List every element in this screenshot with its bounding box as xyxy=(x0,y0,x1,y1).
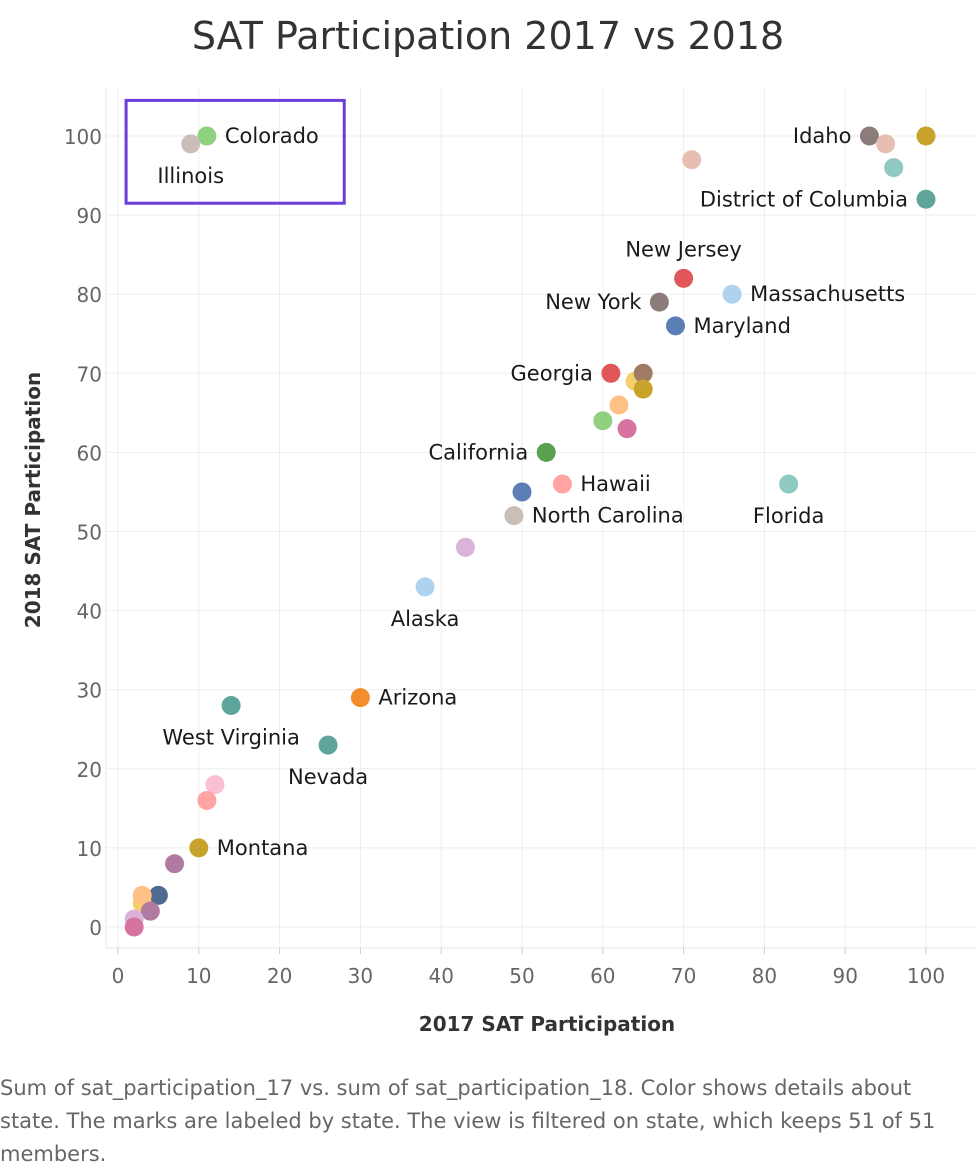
scatter-point xyxy=(916,189,936,209)
scatter-point xyxy=(779,474,799,494)
y-tick-label: 50 xyxy=(77,521,102,545)
scatter-point xyxy=(350,688,370,708)
x-tick-label: 40 xyxy=(428,964,453,988)
point-label: West Virginia xyxy=(162,726,299,750)
y-tick-label: 10 xyxy=(77,837,102,861)
scatter-point xyxy=(197,790,217,810)
scatter-point xyxy=(859,126,879,146)
scatter-point xyxy=(617,419,637,439)
point-label: Georgia xyxy=(511,361,593,385)
point-label: District of Columbia xyxy=(700,187,908,211)
scatter-point xyxy=(189,838,209,858)
scatter-point xyxy=(536,442,556,462)
point-label: Alaska xyxy=(391,607,460,631)
scatter-point xyxy=(181,134,201,154)
scatter-point xyxy=(148,885,168,905)
x-tick-label: 10 xyxy=(186,964,211,988)
scatter-point xyxy=(884,158,904,178)
chart-title: SAT Participation 2017 vs 2018 xyxy=(191,14,785,58)
x-tick-label: 50 xyxy=(509,964,534,988)
scatter-point xyxy=(318,735,338,755)
x-tick-label: 20 xyxy=(267,964,292,988)
scatter-point xyxy=(504,506,524,526)
point-label: New York xyxy=(545,290,642,314)
scatter-point xyxy=(916,126,936,146)
point-label: North Carolina xyxy=(532,504,684,528)
scatter-point xyxy=(722,284,742,304)
scatter-point xyxy=(674,268,694,288)
y-tick-label: 0 xyxy=(89,916,102,940)
y-tick-label: 90 xyxy=(77,204,102,228)
point-label: Hawaii xyxy=(580,472,650,496)
point-label: Maryland xyxy=(694,314,791,338)
scatter-point xyxy=(876,134,896,154)
x-tick-label: 90 xyxy=(832,964,857,988)
y-tick-label: 100 xyxy=(64,125,102,149)
scatter-point xyxy=(455,537,475,557)
scatter-point xyxy=(165,854,185,874)
highlight-box xyxy=(124,98,346,205)
scatter-point xyxy=(124,917,144,937)
y-tick-label: 80 xyxy=(77,283,102,307)
x-tick-label: 60 xyxy=(590,964,615,988)
scatter-point xyxy=(205,775,225,795)
scatter-point xyxy=(666,316,686,336)
y-tick-label: 70 xyxy=(77,362,102,386)
y-tick-label: 20 xyxy=(77,758,102,782)
axis-ticks: 0 10 20 30 40 50 60 70 80 90 100 0 10 20 30 40 50 60 70 80 9… xyxy=(64,125,945,988)
scatter-point xyxy=(633,379,653,399)
point-label: Nevada xyxy=(288,765,368,789)
scatter-point xyxy=(197,126,217,146)
scatter-point xyxy=(512,482,532,502)
x-tick-label: 30 xyxy=(348,964,373,988)
scatter-point xyxy=(601,363,621,383)
point-label: California xyxy=(429,440,529,464)
scatter-point xyxy=(633,363,653,383)
y-axis-title: 2018 SAT Participation xyxy=(21,372,45,628)
point-label: Illinois xyxy=(157,164,224,188)
highlight-box-layer xyxy=(124,98,346,205)
x-tick-label: 100 xyxy=(907,964,945,988)
grid-lines xyxy=(105,88,976,949)
point-label: Arizona xyxy=(378,686,457,710)
y-tick-label: 40 xyxy=(77,600,102,624)
point-label: Idaho xyxy=(793,124,852,148)
point-label: Massachusetts xyxy=(750,282,905,306)
scatter-point xyxy=(593,411,613,431)
point-label: Colorado xyxy=(225,124,319,148)
x-tick-label: 70 xyxy=(671,964,696,988)
y-tick-label: 60 xyxy=(77,441,102,465)
chart-caption: Sum of sat_participation_17 vs. sum of s… xyxy=(0,1076,936,1166)
scatter-point xyxy=(649,292,669,312)
scatter-point xyxy=(221,696,241,716)
scatter-point xyxy=(140,901,160,921)
scatter-point xyxy=(132,885,152,905)
y-tick-label: 30 xyxy=(77,679,102,703)
scatter-point xyxy=(552,474,572,494)
scatter-point xyxy=(415,577,435,597)
scatter-point xyxy=(682,150,702,170)
point-label: Montana xyxy=(217,836,309,860)
x-tick-label: 0 xyxy=(112,964,125,988)
scatter-point xyxy=(609,395,629,415)
data-points xyxy=(124,126,936,937)
x-tick-label: 80 xyxy=(752,964,777,988)
point-label: Florida xyxy=(753,504,824,528)
point-label: New Jersey xyxy=(625,237,742,261)
x-axis-title: 2017 SAT Participation xyxy=(419,1012,675,1036)
